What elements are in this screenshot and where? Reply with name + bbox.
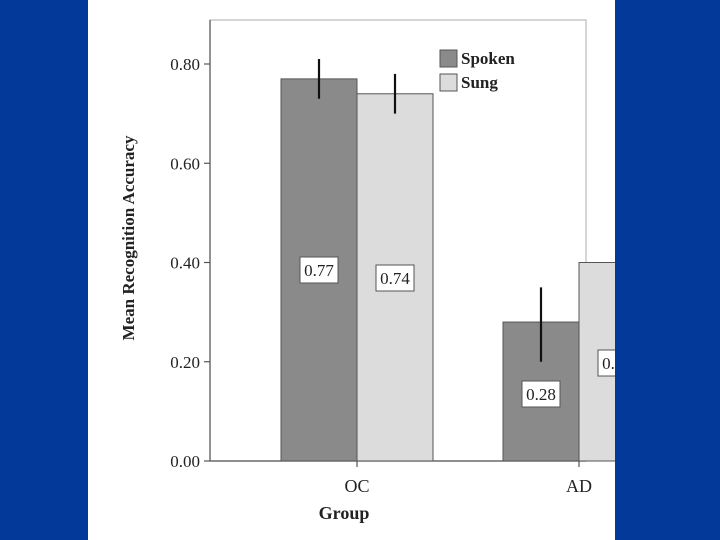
y-tick-label: 0.00 bbox=[170, 452, 200, 471]
y-tick-label: 0.60 bbox=[170, 154, 200, 173]
legend-swatch-spoken bbox=[439, 49, 458, 68]
y-tick-label: 0.40 bbox=[170, 254, 200, 273]
y-axis-title: Mean Recognition Accuracy bbox=[119, 135, 138, 340]
slide-panel: 0.00 0.20 0.40 0.60 0.80 0.77 0.74 0.28 0.40 OC… bbox=[88, 0, 615, 540]
bar-chart: 0.00 0.20 0.40 0.60 0.80 0.77 0.74 0.28 0.40 OC… bbox=[119, 19, 615, 523]
data-label-box bbox=[597, 349, 615, 377]
legend-label-sung: Sung bbox=[461, 73, 498, 92]
legend-swatch-sung bbox=[439, 73, 458, 92]
y-tick-label: 0.20 bbox=[170, 353, 200, 372]
data-label: 0.74 bbox=[380, 269, 410, 288]
x-axis-title: Group bbox=[319, 503, 370, 523]
bars: 0.77 0.74 0.28 0.40 bbox=[280, 59, 615, 462]
data-label-box bbox=[299, 256, 339, 284]
x-tick-label: OC bbox=[344, 476, 369, 496]
legend: Spoken Sung bbox=[439, 49, 515, 92]
legend-label-spoken: Spoken bbox=[461, 49, 515, 68]
data-label: 0.40 bbox=[602, 354, 615, 373]
x-tick-label: AD bbox=[566, 476, 592, 496]
data-label: 0.28 bbox=[526, 385, 556, 404]
x-ticks: OC AD bbox=[344, 461, 592, 496]
y-tick-label: 0.80 bbox=[170, 55, 200, 74]
data-label-box bbox=[375, 264, 415, 292]
data-label-box bbox=[521, 380, 561, 408]
data-label: 0.77 bbox=[304, 261, 334, 280]
y-ticks: 0.00 0.20 0.40 0.60 0.80 bbox=[170, 55, 210, 471]
